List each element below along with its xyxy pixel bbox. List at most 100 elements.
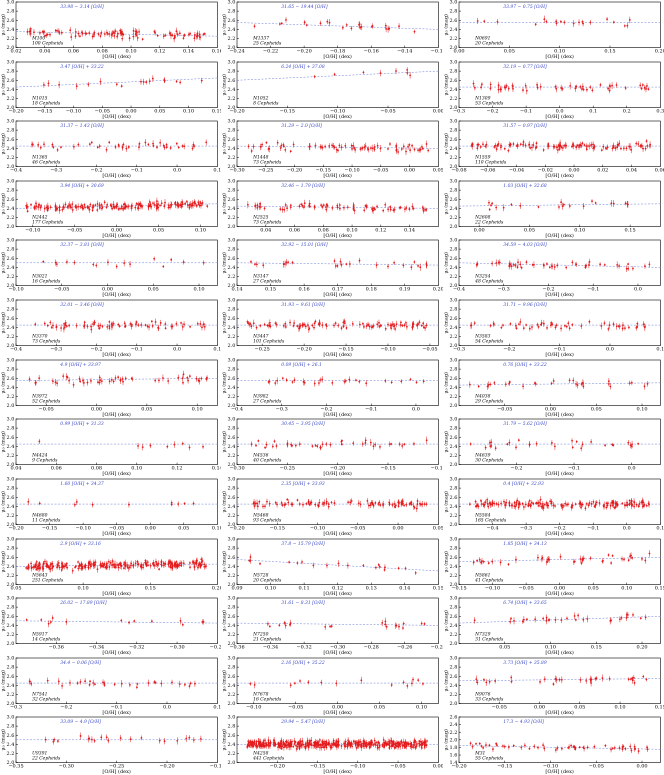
data-point [371, 25, 374, 28]
data-point [509, 617, 512, 620]
data-point [336, 204, 339, 207]
data-point [93, 31, 96, 34]
data-point [92, 681, 95, 684]
data-point [121, 207, 124, 210]
data-point [395, 504, 398, 507]
data-point [555, 146, 558, 149]
cepheid-count: 22 Cepheids [474, 219, 504, 225]
data-point [259, 202, 262, 205]
x-tick-label: 0.10 [621, 585, 632, 591]
data-point [90, 562, 93, 565]
data-point [77, 567, 80, 569]
x-tick-label: −0.3 [497, 287, 509, 293]
data-point [298, 327, 301, 330]
y-tick-label: 2.8 [228, 247, 236, 253]
data-point [624, 202, 627, 205]
data-point [648, 263, 650, 266]
data-point [177, 205, 180, 208]
data-point [113, 206, 116, 209]
data-point [284, 263, 287, 266]
data-point [505, 84, 508, 87]
y-tick-label: 2.2 [7, 394, 15, 400]
x-tick-label: −0.05 [373, 168, 388, 174]
data-point [500, 326, 502, 329]
data-point [589, 21, 591, 24]
plot-frame [237, 240, 439, 287]
y-tick-label: 2.6 [449, 18, 457, 24]
data-point [261, 143, 264, 146]
data-point [630, 381, 633, 384]
y-tick-label: 2.0 [228, 403, 236, 409]
data-point [89, 203, 92, 206]
data-point [132, 35, 135, 38]
x-tick-label: −0.20 [230, 108, 245, 114]
data-point [157, 202, 160, 205]
data-point [174, 36, 176, 38]
x-axis-label: [O/H] (dex) [102, 649, 130, 655]
data-point [75, 500, 78, 503]
data-point [159, 322, 162, 324]
data-point [545, 501, 548, 504]
data-point [194, 561, 196, 564]
y-tick-label: 2.4 [228, 504, 236, 510]
galaxy-name: N4038 [474, 393, 490, 399]
x-tick-label: −0.2 [90, 347, 102, 353]
data-point [605, 18, 608, 21]
y-tick-label: 3.0 [7, 119, 15, 125]
plot-frame [15, 657, 218, 704]
data-point [147, 205, 150, 208]
data-point [77, 143, 80, 146]
y-tick-label: 2.4 [7, 27, 15, 33]
data-point [129, 323, 132, 325]
data-point [55, 326, 58, 329]
data-point [116, 32, 119, 35]
data-point [505, 501, 507, 504]
data-point [605, 506, 607, 509]
data-point [200, 563, 203, 566]
data-point [528, 143, 530, 146]
panel-m100: 2.02.22.42.62.83.00.02 0.04 0.06 0.08 0.10 0.… [0, 0, 221, 60]
data-point [114, 565, 117, 568]
data-point [66, 566, 69, 569]
x-tick-label: −0.1 [568, 466, 580, 472]
data-point [560, 619, 562, 622]
data-point [479, 86, 482, 88]
data-point [181, 201, 183, 204]
y-tick-label: 2.2 [7, 334, 15, 340]
data-point [338, 144, 341, 147]
data-point [609, 561, 612, 564]
fit-equation: 0.09 [O/H] + 26.1 [282, 362, 323, 368]
data-point [43, 322, 46, 325]
data-point [336, 265, 339, 268]
data-point [187, 379, 189, 382]
x-tick-label: −0.02 [537, 168, 552, 174]
y-tick-label: 2.8 [7, 9, 15, 15]
data-point [468, 503, 471, 505]
data-point [507, 265, 510, 268]
data-point [559, 86, 562, 89]
y-axis-label: μ₀ (mag) [443, 670, 450, 692]
cepheid-count: 16 Cepheids [32, 279, 61, 285]
fit-equation: 1.03 [O/H] + 32.68 [503, 183, 547, 189]
data-point [372, 445, 375, 448]
x-axis-label: [O/H] (dex) [324, 172, 352, 178]
data-point [632, 505, 635, 508]
panel-n1309: 2.02.22.42.62.83.0−0.3 −0.2 −0.1 0.0 0.1 0.2 0… [443, 60, 664, 120]
data-point [646, 145, 648, 148]
data-point [286, 378, 288, 381]
data-point [108, 327, 111, 330]
data-point [325, 208, 328, 211]
data-point [542, 149, 545, 152]
data-point [530, 326, 533, 329]
y-tick-label: 2.8 [7, 545, 15, 551]
data-point [369, 504, 372, 507]
data-point [186, 376, 189, 379]
data-point [497, 83, 500, 86]
data-point [110, 378, 113, 381]
data-point [607, 382, 610, 385]
data-point [303, 323, 306, 326]
x-tick-label: −0.10 [8, 287, 23, 293]
data-point [311, 445, 314, 448]
cepheid-count: 177 Cepheids [32, 219, 64, 225]
data-point [113, 683, 116, 686]
